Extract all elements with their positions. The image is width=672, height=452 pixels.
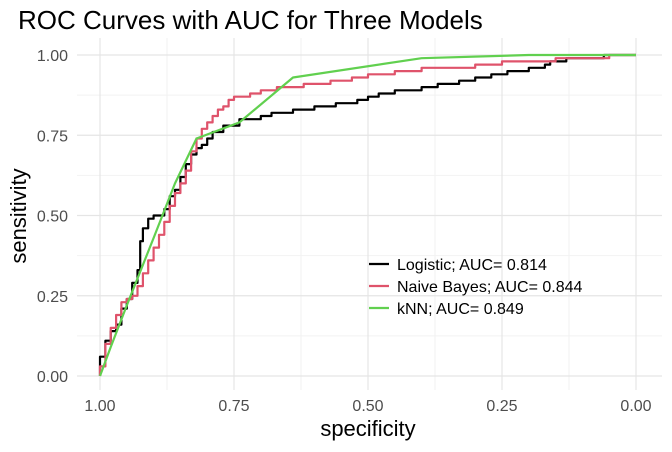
y-tick-label: 0.00 bbox=[37, 369, 68, 386]
x-tick-label: 0.00 bbox=[620, 398, 651, 415]
series-line-3 bbox=[98, 53, 636, 377]
x-tick-label: 0.25 bbox=[486, 398, 517, 415]
legend-label-1: Logistic; AUC= 0.814 bbox=[397, 257, 547, 274]
x-axis-label: specificity bbox=[320, 416, 415, 441]
chart-title: ROC Curves with AUC for Three Models bbox=[18, 5, 483, 35]
legend-label-2: Naive Bayes; AUC= 0.844 bbox=[397, 279, 583, 296]
series-line-1 bbox=[98, 53, 636, 376]
y-tick-label: 1.00 bbox=[37, 48, 68, 65]
x-axis-ticks: 1.00 0.75 0.50 0.25 0.00 bbox=[84, 398, 651, 415]
legend: Logistic; AUC= 0.814 Naive Bayes; AUC= 0.… bbox=[369, 257, 583, 318]
y-axis-label: sensitivity bbox=[6, 168, 31, 263]
y-tick-label: 0.75 bbox=[37, 128, 68, 145]
series-line-2 bbox=[98, 53, 636, 376]
legend-label-3: kNN; AUC= 0.849 bbox=[397, 301, 524, 318]
x-tick-label: 1.00 bbox=[84, 398, 115, 415]
minor-gridlines bbox=[77, 38, 662, 390]
y-tick-label: 0.25 bbox=[37, 289, 68, 306]
series-layer bbox=[98, 53, 636, 377]
y-tick-label: 0.50 bbox=[37, 209, 68, 226]
x-tick-label: 0.50 bbox=[352, 398, 383, 415]
x-tick-label: 0.75 bbox=[218, 398, 249, 415]
y-axis-ticks: 0.00 0.25 0.50 0.75 1.00 bbox=[37, 48, 68, 386]
